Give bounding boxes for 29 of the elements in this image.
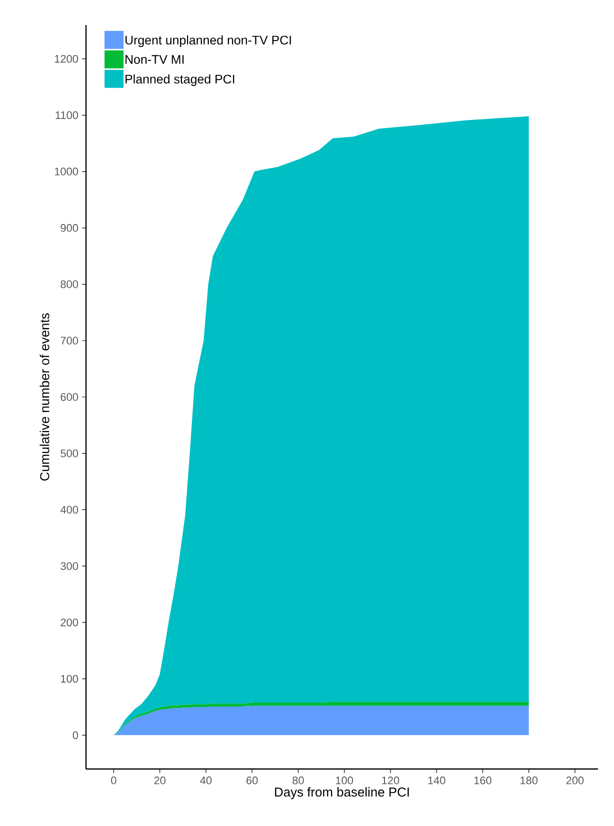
x-axis-title: Days from baseline PCI (275, 787, 409, 800)
y-tick-label: 0 (72, 731, 78, 740)
x-tick-label: 0 (111, 776, 116, 784)
x-tick-label: 100 (336, 776, 354, 784)
legend-label: Non-TV MI (126, 55, 184, 64)
legend-label: Urgent unplanned non-TV PCI (126, 35, 291, 47)
y-tick-label: 100 (61, 674, 78, 683)
x-tick-label: 80 (292, 776, 304, 784)
y-tick-label: 1100 (56, 111, 78, 120)
x-tick-label: 20 (154, 776, 166, 784)
x-tick-label: 200 (566, 776, 584, 784)
y-tick-label: 200 (60, 618, 78, 626)
y-tick-label: 700 (60, 336, 78, 345)
y-axis-title: Cumulative number of events (40, 313, 50, 481)
x-tick-label: 120 (382, 776, 400, 784)
y-tick-label: 1000 (54, 168, 78, 176)
x-tick-label: 40 (200, 776, 212, 784)
y-tick-label: 800 (60, 280, 78, 288)
legend-label: Planned staged PCI (126, 74, 234, 86)
x-tick-label: 60 (246, 776, 258, 784)
y-tick-label: 500 (60, 449, 78, 458)
y-tick-label: 400 (60, 506, 78, 514)
x-tick-label: 180 (520, 776, 538, 784)
x-tick-label: 160 (474, 776, 492, 784)
y-tick-label: 600 (60, 393, 78, 401)
y-tick-label: 900 (60, 224, 78, 232)
x-tick-label: 140 (428, 776, 446, 784)
y-tick-label: 1200 (54, 54, 78, 63)
y-tick-label: 300 (60, 562, 78, 570)
